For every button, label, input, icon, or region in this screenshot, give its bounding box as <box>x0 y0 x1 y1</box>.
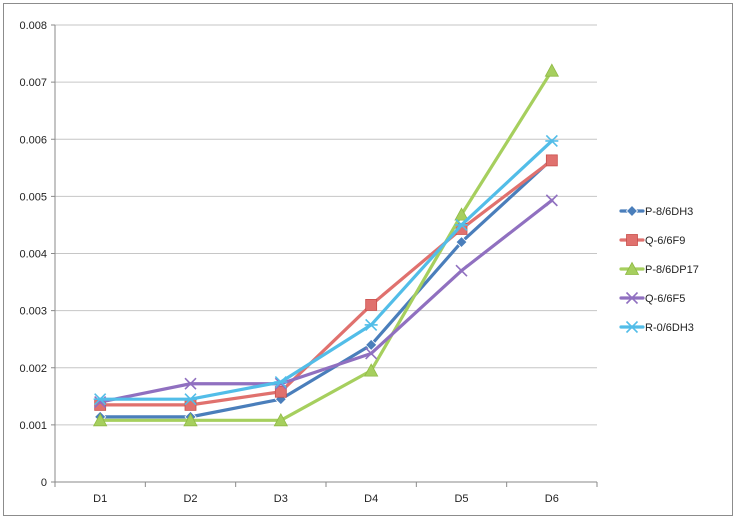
series-r-0-6dh3 <box>93 134 559 406</box>
gridlines <box>55 24 597 426</box>
data-point <box>274 385 287 398</box>
series-p-8-6dh3 <box>94 153 558 423</box>
data-point <box>184 393 197 406</box>
y-tick-label: 0.003 <box>19 306 47 318</box>
y-tick-label: 0.001 <box>19 420 47 432</box>
legend-item-q-6-6f5: Q-6/6F5 <box>619 291 685 305</box>
y-tick-label: 0.008 <box>19 20 47 32</box>
data-point <box>545 134 559 148</box>
legend-item-p-8-6dh3: P-8/6DH3 <box>619 204 693 218</box>
line-chart: 0 0.001 0.002 0.003 0.004 0.005 0.006 0.007 0.00… <box>19 20 699 505</box>
y-tick-label: 0.006 <box>19 134 47 146</box>
data-point <box>455 218 468 232</box>
data-point <box>183 412 198 427</box>
axes <box>51 24 598 487</box>
x-tick-label: D1 <box>93 493 107 505</box>
x-tick-label: D3 <box>274 493 288 505</box>
data-point-stroke <box>365 347 378 360</box>
series-p-8-6dp17 <box>92 63 560 427</box>
data-point <box>365 299 378 311</box>
y-tick-label: 0.002 <box>19 363 47 375</box>
legend-item-p-8-6dp17: P-8/6DP17 <box>619 261 699 276</box>
data-point <box>93 393 107 406</box>
data-point <box>364 318 378 331</box>
data-point <box>544 63 560 77</box>
data-point <box>92 412 108 427</box>
legend-label: Q-6/6F5 <box>645 293 685 305</box>
chart-frame: 0 0.001 0.002 0.003 0.004 0.005 0.006 0.007 0.00… <box>3 3 733 516</box>
data-point <box>455 264 468 277</box>
series-line <box>98 69 554 422</box>
y-tick-label: 0 <box>41 477 47 489</box>
data-point <box>365 338 378 351</box>
data-point-stroke <box>455 264 468 277</box>
data-point-stroke <box>184 377 197 390</box>
data-point <box>545 154 558 167</box>
data-point <box>626 234 638 246</box>
data-point <box>625 320 639 334</box>
data-point <box>184 398 197 411</box>
data-point <box>273 412 289 427</box>
x-tick-labels: D1 D2 D3 D4 D5 D6 <box>93 493 559 505</box>
legend-label: P-8/6DP17 <box>645 264 699 276</box>
data-point <box>624 261 640 275</box>
data-point <box>625 291 639 305</box>
y-tick-labels: 0 0.001 0.002 0.003 0.004 0.005 0.006 0.007 0.00… <box>19 20 47 489</box>
data-point <box>455 236 468 249</box>
legend-label: Q-6/6F9 <box>645 235 685 247</box>
y-tick-label: 0.004 <box>19 249 47 261</box>
data-point <box>274 375 288 389</box>
series-group <box>92 63 560 427</box>
x-tick-label: D6 <box>545 493 559 505</box>
series-line <box>98 157 554 419</box>
legend-label: R-0/6DH3 <box>645 322 694 334</box>
data-point <box>363 363 379 377</box>
series-q-6-6f5 <box>94 194 558 409</box>
data-point <box>454 207 469 221</box>
series-line <box>98 139 554 401</box>
x-tick-label: D2 <box>183 493 197 505</box>
x-tick-label: D4 <box>364 493 378 505</box>
data-point-stroke <box>545 194 558 207</box>
series-q-6-6f9 <box>94 154 558 411</box>
legend-item-q-6-6f9: Q-6/6F9 <box>619 234 685 247</box>
series-line <box>98 158 554 407</box>
data-point-stroke <box>625 291 639 305</box>
legend-item-r-0-6dh3: R-0/6DH3 <box>619 320 694 334</box>
legend-label: P-8/6DH3 <box>645 206 693 218</box>
x-tick-label: D5 <box>454 493 468 505</box>
y-tick-label: 0.005 <box>19 191 47 203</box>
data-point <box>625 204 639 218</box>
data-point <box>365 347 378 360</box>
data-point <box>184 377 197 390</box>
data-point <box>545 194 558 207</box>
series-line <box>98 198 554 404</box>
legend: P-8/6DH3 Q-6/6F9 P-8/6DP17 Q-6/6F5 R-0/6DH3 <box>619 204 699 334</box>
y-tick-label: 0.007 <box>19 77 47 89</box>
